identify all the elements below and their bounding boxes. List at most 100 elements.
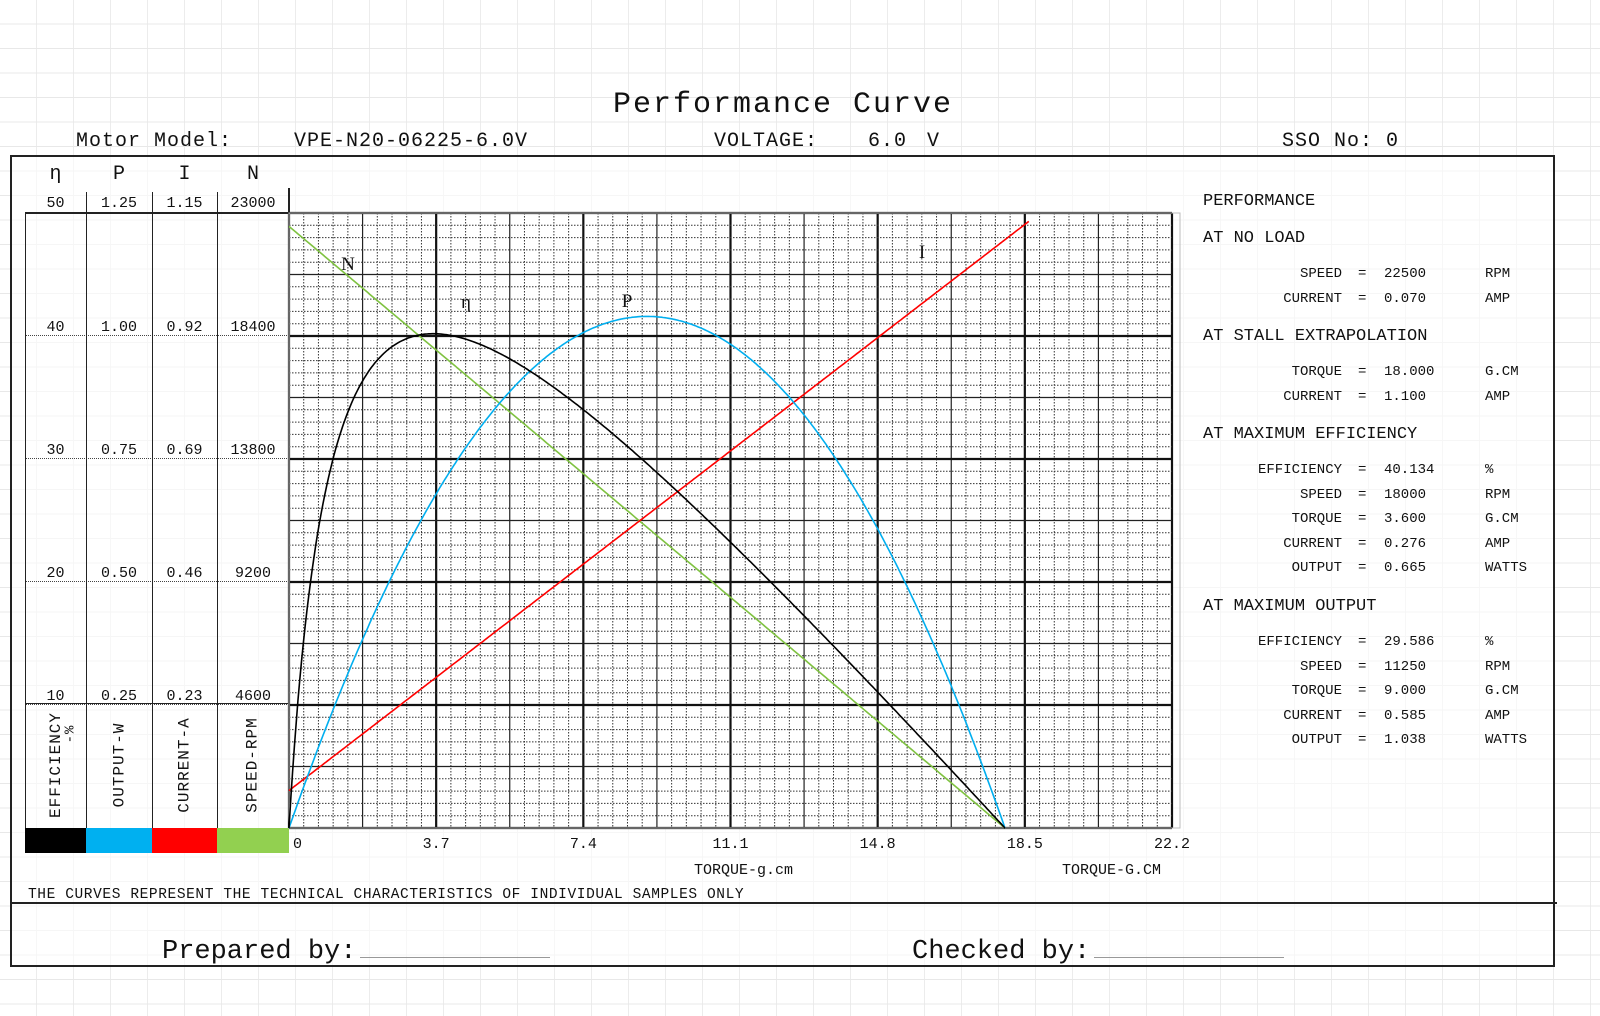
perf-unit: G.CM bbox=[1485, 683, 1519, 700]
perf-equals: = bbox=[1358, 511, 1367, 528]
perf-equals: = bbox=[1358, 707, 1367, 724]
perf-unit: AMP bbox=[1485, 388, 1511, 405]
perf-label: SPEED bbox=[1299, 658, 1342, 675]
scale-symbol: N bbox=[246, 163, 259, 186]
perf-equals: = bbox=[1358, 535, 1367, 552]
x-tick-label: 7.4 bbox=[569, 836, 597, 853]
curve-label-efficiency: η bbox=[461, 292, 471, 313]
perf-value: 11250 bbox=[1384, 658, 1427, 675]
scale-value: 18400 bbox=[230, 319, 276, 336]
scale-row-line bbox=[25, 335, 289, 336]
perf-label: EFFICIENCY bbox=[1257, 462, 1342, 478]
perf-label: SPEED bbox=[1299, 266, 1342, 282]
checked-by-label: Checked by: bbox=[912, 937, 1091, 967]
scale-value: 0.50 bbox=[100, 565, 137, 582]
checked-by-line bbox=[1094, 957, 1285, 958]
perf-unit: G.CM bbox=[1485, 364, 1519, 380]
curve-output bbox=[288, 315, 1006, 829]
legend-swatch-output-w bbox=[86, 828, 152, 853]
scale-symbol: η bbox=[49, 163, 62, 186]
perf-value: 18000 bbox=[1384, 486, 1427, 503]
voltage-unit: V bbox=[927, 130, 941, 153]
perf-unit: AMP bbox=[1485, 290, 1511, 307]
section-title: AT MAXIMUM EFFICIENCY bbox=[1203, 425, 1418, 444]
sso-value: 0 bbox=[1386, 130, 1400, 153]
footer-divider bbox=[10, 902, 1557, 904]
x-axis-label: TORQUE-g.cm bbox=[694, 862, 794, 879]
x-tick-label: 3.7 bbox=[422, 836, 450, 853]
perf-unit: RPM bbox=[1485, 486, 1511, 503]
scale-value: 10 bbox=[46, 688, 65, 705]
perf-label: TORQUE bbox=[1291, 683, 1342, 700]
x-axis-label-right: TORQUE-G.CM bbox=[1062, 862, 1162, 879]
legend-swatch-speed-rpm bbox=[217, 828, 289, 853]
curve-efficiency bbox=[288, 332, 1006, 829]
prepared-by-label: Prepared by: bbox=[162, 937, 357, 967]
scale-value: 0.23 bbox=[166, 688, 203, 705]
column-divider bbox=[86, 192, 87, 828]
perf-equals: = bbox=[1358, 462, 1367, 478]
x-tick-label: 18.5 bbox=[1006, 836, 1043, 853]
scale-value: 1.00 bbox=[100, 319, 137, 336]
voltage-label: VOLTAGE: bbox=[714, 130, 819, 153]
perf-equals: = bbox=[1358, 266, 1367, 282]
column-divider bbox=[217, 192, 218, 828]
x-tick-label: 22.2 bbox=[1153, 836, 1190, 853]
perf-value: 1.038 bbox=[1384, 732, 1427, 749]
perf-unit: % bbox=[1485, 462, 1494, 478]
perf-equals: = bbox=[1358, 364, 1367, 380]
motor-model-label: Motor Model: bbox=[76, 130, 233, 153]
perf-label: EFFICIENCY bbox=[1257, 634, 1342, 650]
perf-value: 0.665 bbox=[1384, 560, 1427, 577]
legend-swatch-efficiency bbox=[25, 828, 86, 853]
scale-value: 13800 bbox=[230, 442, 276, 459]
perf-equals: = bbox=[1358, 658, 1367, 675]
x-tick-label: 14.8 bbox=[859, 836, 896, 853]
plot-frame bbox=[288, 212, 1181, 829]
perf-value: 0.070 bbox=[1384, 290, 1427, 307]
curve-label-speed: N bbox=[341, 254, 355, 275]
scale-symbol: P bbox=[112, 163, 125, 186]
page-title: Performance Curve bbox=[612, 88, 954, 122]
perf-equals: = bbox=[1358, 683, 1367, 700]
perf-equals: = bbox=[1358, 388, 1367, 405]
perf-label: CURRENT bbox=[1283, 290, 1342, 307]
perf-label: TORQUE bbox=[1291, 364, 1342, 380]
curve-current bbox=[288, 220, 1030, 792]
perf-equals: = bbox=[1358, 560, 1367, 577]
perf-equals: = bbox=[1358, 732, 1367, 749]
section-title: AT NO LOAD bbox=[1203, 229, 1306, 248]
footnote: THE CURVES REPRESENT THE TECHNICAL CHARA… bbox=[28, 887, 745, 903]
scale-row-line bbox=[25, 704, 289, 705]
scale-row-line bbox=[25, 581, 289, 582]
perf-equals: = bbox=[1358, 486, 1367, 503]
perf-label: OUTPUT bbox=[1291, 560, 1342, 577]
motor-model-value: VPE-N20-06225-6.0V bbox=[294, 130, 529, 153]
perf-label: CURRENT bbox=[1283, 707, 1342, 724]
perf-label: SPEED bbox=[1299, 486, 1342, 503]
prepared-by-line bbox=[360, 957, 551, 958]
scale-value: 0.69 bbox=[166, 442, 203, 459]
perf-value: 3.600 bbox=[1384, 511, 1427, 528]
perf-value: 9.000 bbox=[1384, 683, 1427, 700]
scale-row-line bbox=[25, 458, 289, 459]
perf-unit: WATTS bbox=[1485, 560, 1528, 577]
scale-value: 50 bbox=[46, 195, 65, 212]
scale-value: 1.15 bbox=[166, 195, 203, 212]
performance-title: PERFORMANCE bbox=[1203, 192, 1316, 211]
sso-label: SSO No: bbox=[1282, 130, 1374, 153]
scale-top-line bbox=[25, 212, 289, 214]
scale-value: 9200 bbox=[234, 565, 271, 582]
perf-unit: RPM bbox=[1485, 266, 1511, 282]
perf-unit: G.CM bbox=[1485, 511, 1519, 528]
prepared-by: Prepared by: bbox=[162, 937, 551, 967]
perf-equals: = bbox=[1358, 290, 1367, 307]
perf-unit: AMP bbox=[1485, 707, 1511, 724]
perf-unit: % bbox=[1485, 634, 1494, 650]
column-divider bbox=[25, 213, 26, 828]
perf-unit: RPM bbox=[1485, 658, 1511, 675]
perf-unit: AMP bbox=[1485, 535, 1511, 552]
curve-label-current: I bbox=[919, 242, 925, 263]
checked-by: Checked by: bbox=[912, 937, 1285, 967]
